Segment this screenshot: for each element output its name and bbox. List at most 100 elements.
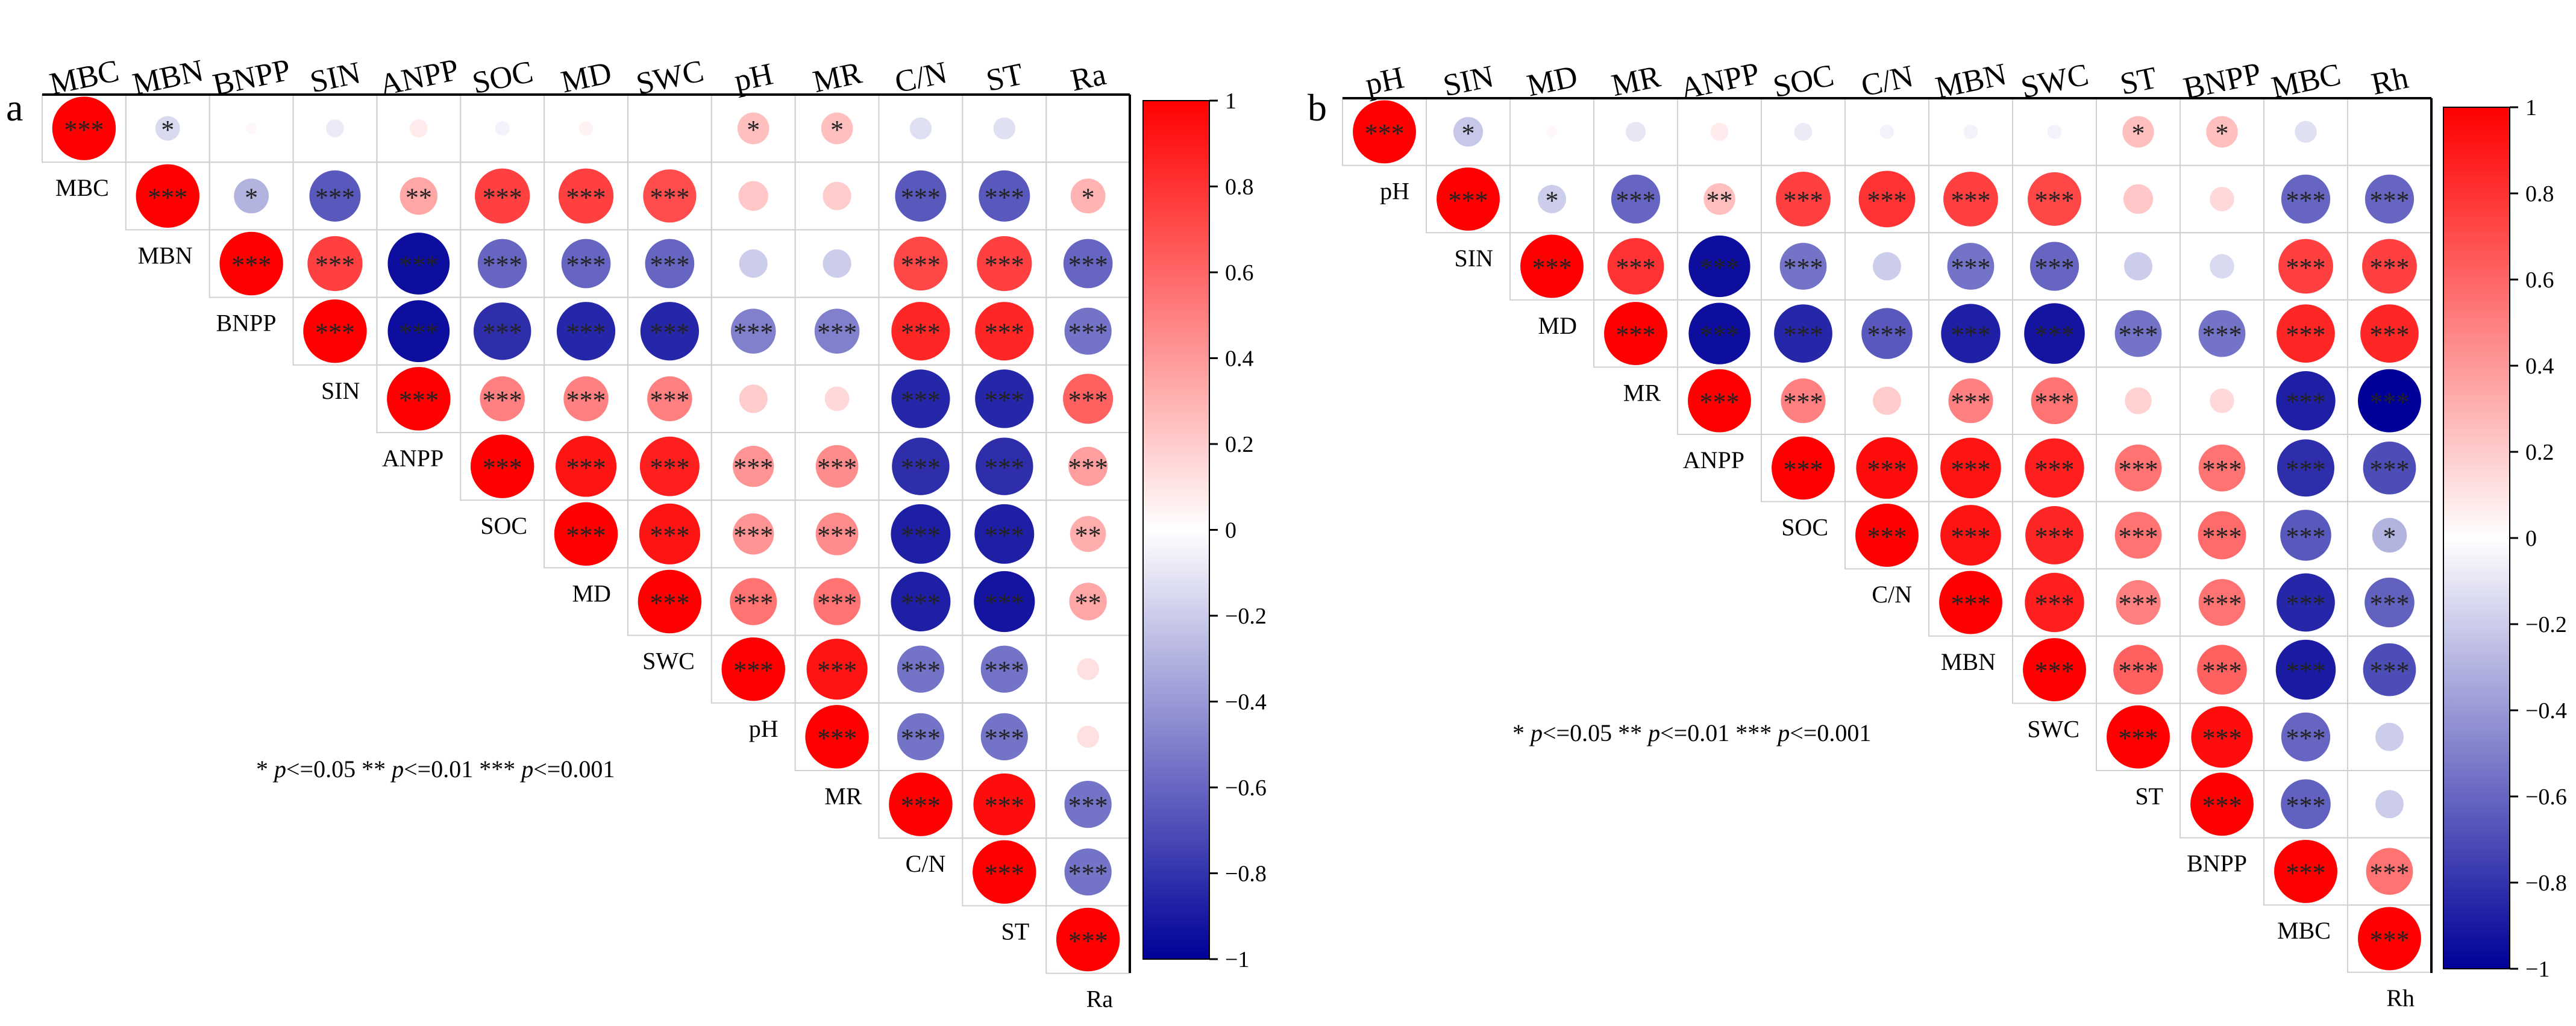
top-label-cn: C/N (1858, 59, 1917, 104)
significance-marker: *** (733, 521, 773, 550)
significance-marker: *** (985, 589, 1024, 618)
corr-circle-sin-md (1538, 184, 1566, 213)
significance-marker: *** (566, 386, 606, 415)
corr-circle-md-st (2124, 252, 2152, 281)
significance-marker: *** (2370, 589, 2410, 619)
corr-circle-md-anpp (1688, 235, 1750, 298)
significance-legend: * p<=0.05 ** p<=0.01 *** p<=0.001 (256, 755, 615, 783)
significance-marker: *** (2202, 321, 2242, 350)
corr-circle-mr-cn (897, 713, 945, 761)
corr-circle-mr-st (2114, 310, 2162, 357)
panel-a-label: a (6, 86, 23, 129)
corr-circle-mbc-sin (326, 119, 344, 138)
significance-marker: ** (406, 183, 432, 212)
corr-circle-cn-mbn (1940, 505, 2001, 566)
corr-circle-mr-ra (1077, 725, 1099, 748)
corr-circle-sin-md (556, 302, 616, 361)
corr-circle-mbn-swc (2025, 572, 2084, 633)
significance-marker: * (747, 115, 760, 145)
significance-marker: *** (1068, 386, 1108, 415)
corr-circle-swc-cn (891, 572, 951, 631)
corr-circle-bnpp-st (977, 236, 1032, 292)
diag-label-mr: MR (824, 783, 862, 810)
significance-marker: *** (817, 453, 857, 483)
colorbar-tick-label: −0.4 (2525, 698, 2567, 724)
significance-marker: *** (733, 453, 773, 483)
colorbar-tick-label: 0.4 (2525, 354, 2554, 379)
significance-marker: *** (2286, 186, 2326, 215)
significance-marker: *** (483, 318, 522, 348)
corr-circle-bnpp-swc (645, 239, 695, 289)
significance-marker: *** (2286, 858, 2326, 887)
significance-marker: *** (901, 791, 941, 821)
top-label-st: ST (2117, 61, 2160, 102)
significance-marker: *** (2119, 589, 2158, 619)
colorbar-tick-label: −0.6 (2525, 784, 2567, 810)
significance-marker: *** (315, 183, 355, 212)
corr-circle-md-bnpp (2210, 254, 2234, 279)
significance-marker: *** (901, 183, 941, 212)
significance-marker: *** (985, 318, 1024, 348)
significance-marker: *** (2035, 387, 2075, 417)
top-label-sin: SIN (307, 55, 364, 99)
corr-circle-mr-mr (805, 705, 869, 769)
top-label-st: ST (983, 57, 1026, 98)
significance-marker: *** (315, 318, 355, 348)
significance-marker: *** (2370, 858, 2410, 887)
corr-circle-cn-swc (2025, 506, 2084, 565)
legend-level-1: <=0.05 ** (1543, 719, 1648, 746)
corr-circle-sin-soc (473, 302, 531, 360)
significance-marker: *** (2202, 522, 2242, 551)
significance-marker: *** (2119, 657, 2158, 686)
corr-circle-swc-swc (2023, 638, 2086, 702)
significance-marker: *** (985, 656, 1024, 686)
significance-marker: * (2216, 119, 2229, 148)
corr-circle-sin-swc (2027, 172, 2082, 226)
top-label-md: MD (1524, 59, 1581, 103)
corr-circle-mr-cn (1861, 308, 1913, 359)
legend-level-3: <=0.001 (1790, 719, 1871, 746)
significance-marker: *** (650, 318, 689, 348)
corr-circle-mbn-mr (823, 181, 851, 210)
corr-circle-mbc-anpp (409, 119, 428, 138)
corr-circle-ph-anpp (1710, 122, 1729, 141)
corr-circle-ra-ra (1056, 907, 1120, 972)
significance-marker: *** (483, 453, 522, 483)
significance-marker: *** (2035, 253, 2075, 283)
significance-marker: *** (733, 656, 773, 686)
corr-circle-mbn-mbn (136, 164, 200, 228)
significance-marker: *** (1068, 927, 1108, 956)
significance-marker: *** (1951, 522, 1991, 551)
corr-circle-cn-rh (2372, 518, 2407, 553)
top-label-rh: Rh (2368, 61, 2411, 102)
corr-circle-ph-swc (2047, 125, 2062, 139)
corr-circle-mbc-ph (737, 112, 769, 145)
corr-circle-mr-st (980, 713, 1028, 761)
corr-circle-md-ph (733, 513, 774, 555)
corr-circle-sin-sin (1437, 167, 1500, 231)
diag-label-st: ST (2135, 783, 2163, 810)
corr-circle-mbn-anpp (400, 177, 438, 215)
significance-marker: ** (1075, 521, 1102, 550)
corr-circle-sin-ph (730, 308, 776, 354)
corr-circle-swc-st (974, 571, 1035, 633)
panel-b-label: b (1308, 86, 1327, 129)
significance-marker: *** (817, 724, 857, 753)
significance-marker: ** (1706, 186, 1733, 215)
diag-label-st: ST (1001, 918, 1030, 945)
significance-marker: *** (985, 183, 1024, 212)
corr-circle-anpp-ph (739, 384, 768, 413)
corr-circle-mr-anpp (1688, 302, 1750, 364)
corr-circle-soc-ph (733, 445, 774, 487)
corr-circle-cn-cn (1855, 503, 1919, 567)
significance-marker: *** (1700, 253, 1740, 283)
significance-marker: *** (1951, 321, 1991, 350)
diag-label-soc: SOC (480, 512, 527, 539)
significance-marker: * (830, 115, 844, 145)
significance-marker: *** (817, 589, 857, 618)
corr-circle-anpp-cn (1873, 386, 1901, 415)
corr-circle-mr-mr (1604, 302, 1667, 366)
significance-marker: *** (2119, 455, 2158, 484)
colorbar-tick-label: 0.2 (1225, 432, 1254, 457)
corr-circle-anpp-swc (647, 376, 692, 422)
